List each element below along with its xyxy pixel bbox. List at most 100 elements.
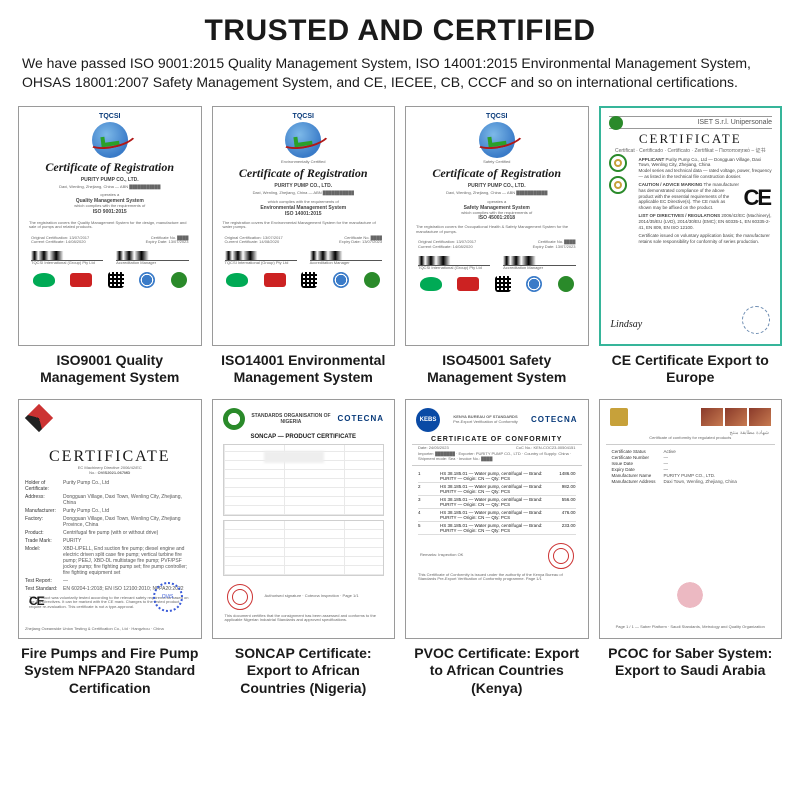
side-rings: [607, 154, 629, 194]
product-thumbs: [701, 408, 771, 426]
red-seal-icon: [548, 543, 574, 569]
cert-pcoc: شهادة مطابقة منتج Certificate of conform…: [599, 399, 783, 639]
card-pcoc: شهادة مطابقة منتج Certificate of conform…: [599, 399, 783, 698]
cert-nfpa20: OViS CERT CERTIFICATE EC Machinery Direc…: [18, 399, 202, 639]
field-row: Manufacturer AddressDaxi Town, Wenling, …: [612, 479, 770, 484]
field-row: Model:XBD-L/PELL, End suction fire pump;…: [25, 546, 195, 576]
ovis-icon: [25, 404, 53, 432]
pcoc-fields: Certificate StatusActiveCertificate Numb…: [606, 449, 776, 484]
cert-iso45001: TQCSI Safety Certified Certificate of Re…: [405, 106, 589, 346]
field-row: Issue Date—: [612, 461, 770, 466]
field-row: Holder of Certificate:Purity Pump Co., L…: [25, 480, 195, 492]
field-row: Certificate StatusActive: [612, 449, 770, 454]
son-program: SONCAP — PRODUCT CERTIFICATE: [219, 434, 389, 440]
caption: ISO9001 Quality Management System: [18, 352, 202, 387]
field-row: Product:Centrifugal fire pump (with or w…: [25, 530, 195, 536]
son-org: STANDARDS ORGANISATION OF NIGERIA: [245, 413, 338, 425]
ovis-fields: Holder of Certificate:Purity Pump Co., L…: [25, 480, 195, 592]
card-nfpa20: OViS CERT CERTIFICATE EC Machinery Direc…: [18, 399, 202, 698]
addr: Daxi, Wenling, Zhejiang, China — ABN ███…: [25, 185, 195, 190]
line-item: 3HS 38.185.01 — Water pump, centrifugal …: [418, 496, 576, 509]
iaf-icon: [526, 276, 542, 292]
cert-pvoc: KEBS KENYA BUREAU OF STANDARDS Pre-Expor…: [405, 399, 589, 639]
card-pvoc: KEBS KENYA BUREAU OF STANDARDS Pre-Expor…: [405, 399, 589, 698]
iset-icon: [609, 116, 623, 130]
cert-ce: ISET S.r.l. Unipersonale CERTIFICATE Cer…: [599, 106, 783, 346]
field-row: Address:Dongguan Village, Daxi Town, Wen…: [25, 494, 195, 506]
iaf-icon: [333, 272, 349, 288]
company: PURITY PUMP CO., LTD.: [219, 183, 389, 189]
jasanz2-icon: [364, 272, 380, 288]
cert-iso9001: TQCSI Certificate of Registration PURITY…: [18, 106, 202, 346]
line-item: 2HS 38.185.01 — Water pump, centrifugal …: [418, 483, 576, 496]
company: PURITY PUMP CO., LTD.: [412, 183, 582, 189]
subhead: Environmentally Certified: [219, 160, 389, 165]
footer-logos: [25, 266, 195, 288]
cert-heading: Certificate of Registration: [412, 166, 582, 181]
jasanz-icon: [33, 273, 55, 287]
card-iso45001: TQCSI Safety Certified Certificate of Re…: [405, 106, 589, 387]
pink-seal-icon: [675, 580, 705, 610]
notary-seal-icon: [742, 306, 770, 334]
standard: ISO 45001:2018: [412, 215, 582, 221]
cert-grid: TQCSI Certificate of Registration PURITY…: [18, 106, 782, 698]
jasanz-icon: [420, 277, 442, 291]
caption: SONCAP Certificate: Export to African Co…: [212, 645, 396, 698]
signature-right: Accreditation Manager: [116, 251, 188, 266]
brand-label: TQCSI: [219, 113, 389, 120]
ce-title: CERTIFICATE: [609, 131, 773, 147]
ce-mark-small-icon: CE: [29, 594, 44, 608]
caption: CE Certificate Export to Europe: [599, 352, 783, 387]
qr-icon: [108, 272, 124, 288]
card-iso9001: TQCSI Certificate of Registration PURITY…: [18, 106, 202, 387]
subhead: Safety Certified: [412, 160, 582, 165]
awcb-icon: [70, 273, 92, 287]
saso-icon: [610, 408, 628, 426]
field-row: Manufacturer NamePURITY PUMP CO., LTD.: [612, 473, 770, 478]
form-table: [223, 444, 385, 516]
card-ce: ISET S.r.l. Unipersonale CERTIFICATE Cer…: [599, 106, 783, 387]
jasanz2-icon: [171, 272, 187, 288]
line-item: 5HS 38.185.01 — Water pump, centrifugal …: [418, 522, 576, 535]
globe-icon: [479, 122, 515, 158]
issuer: ISET S.r.l. Unipersonale: [609, 116, 773, 129]
red-seal-icon: [227, 584, 253, 610]
qr-icon: [301, 272, 317, 288]
ovis-seal-icon: OViS: [153, 582, 183, 612]
awcb-icon: [264, 273, 286, 287]
ce-sub: Certificat · Certificado · Certificato ·…: [609, 147, 773, 154]
awcb-icon: [457, 277, 479, 291]
pcoc-title-en: Certificate of conformity for regulated …: [606, 436, 776, 441]
pvoc-doc: CERTIFICATE OF CONFORMITY: [412, 436, 582, 443]
caption: PVOC Certificate: Export to African Coun…: [405, 645, 589, 698]
caption: PCOC for Saber System: Export to Saudi A…: [599, 645, 783, 680]
line-item: 4HS 38.185.01 — Water pump, centrifugal …: [418, 509, 576, 522]
standard: ISO 14001:2015: [219, 211, 389, 217]
field-row: Expiry Date—: [612, 467, 770, 472]
ce-mark-icon: CE: [743, 184, 770, 212]
cert-iso14001: TQCSI Environmentally Certified Certific…: [212, 106, 396, 346]
field-row: Trade Mark:PURITY: [25, 538, 195, 544]
cert-heading: Certificate of Registration: [219, 166, 389, 181]
company: PURITY PUMP CO., LTD.: [25, 177, 195, 183]
caption: ISO14001 Environmental Management System: [212, 352, 396, 387]
cotecna-label: COTECNA: [337, 414, 384, 423]
caption: Fire Pumps and Fire Pump System NFPA20 S…: [18, 645, 202, 698]
jasanz-icon: [226, 273, 248, 287]
globe-icon: [92, 122, 128, 158]
standard: ISO 9001:2015: [25, 209, 195, 215]
field-row: Certificate Number—: [612, 455, 770, 460]
qr-icon: [495, 276, 511, 292]
brand-label: TQCSI: [25, 113, 195, 120]
card-iso14001: TQCSI Environmentally Certified Certific…: [212, 106, 396, 387]
ovis-title: CERTIFICATE: [25, 448, 195, 466]
cert-soncap: STANDARDS ORGANISATION OF NIGERIA COTECN…: [212, 399, 396, 639]
ce-signature: Lindsay: [611, 319, 643, 330]
kebs-prog: Pre-Export Verification of Conformity: [440, 420, 531, 425]
globe-icon: [285, 122, 321, 158]
brand-label: TQCSI: [412, 113, 582, 120]
signature-left: TQCSI International (Group) Pty Ltd: [31, 251, 103, 266]
card-soncap: STANDARDS ORGANISATION OF NIGERIA COTECN…: [212, 399, 396, 698]
cert-heading: Certificate of Registration: [25, 160, 195, 175]
field-row: Manufacturer:Purity Pump Co., Ltd: [25, 508, 195, 514]
